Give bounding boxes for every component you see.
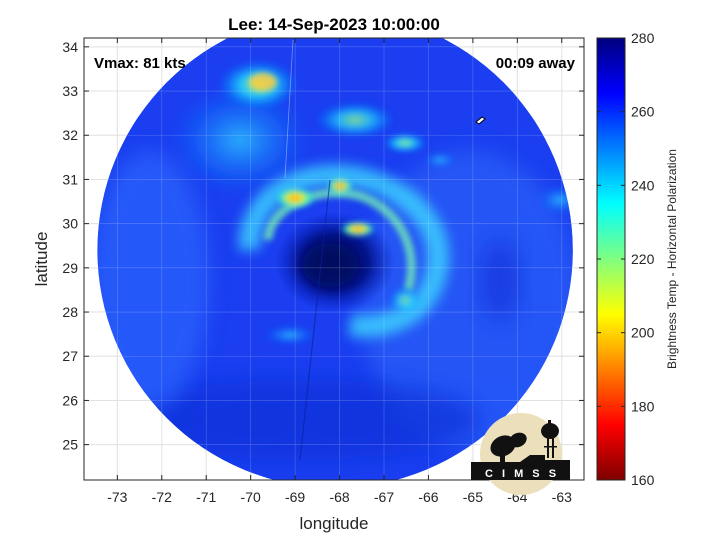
logo-building (471, 455, 570, 480)
south-band-3 (480, 240, 520, 320)
colorbar: 160 180 200 220 240 260 280 Brightness Temp - … (596, 30, 679, 488)
eyewall-core-east (340, 221, 376, 237)
colorbar-ticks: 160 180 200 220 240 260 280 (597, 30, 655, 488)
eyewall-core-ne (326, 177, 354, 195)
x-tick-label: -70 (241, 489, 261, 505)
vmax-annotation: Vmax: 81 kts (94, 55, 186, 72)
eye-center (302, 243, 358, 287)
spiral-band-outer (238, 164, 450, 338)
x-tick-label: -72 (152, 489, 172, 505)
south-band-2 (264, 325, 316, 345)
ne-band-2 (383, 133, 427, 153)
x-tick-label: -68 (329, 489, 349, 505)
spiral-band-inner (263, 188, 416, 292)
y-tick-label: 28 (62, 304, 78, 320)
x-tick-label: -63 (552, 489, 572, 505)
outer-band-east (360, 150, 573, 450)
colorbar-tick-label: 260 (631, 104, 655, 120)
x-tick-label: -66 (418, 489, 438, 505)
grid-overlay (84, 38, 584, 480)
x-tick-labels: -73 -72 -71 -70 -69 -68 -67 -66 -65 -64 -63 (107, 489, 572, 505)
nw-band-core (249, 73, 277, 91)
colorbar-tick-label: 220 (631, 251, 655, 267)
y-tick-label: 31 (62, 171, 78, 187)
colorbar-tick-label: 240 (631, 177, 655, 193)
colorbar-gradient (596, 37, 626, 481)
x-tick-label: -71 (196, 489, 216, 505)
axis-ticks (84, 38, 584, 480)
colorbar-tick-label: 200 (631, 325, 655, 341)
y-tick-label: 33 (62, 83, 78, 99)
y-tick-label: 26 (62, 392, 78, 408)
colorbar-tick-label: 160 (631, 472, 655, 488)
satellite-marker (475, 116, 486, 125)
colorbar-title: Brightness Temp - Horizontal Polarizatio… (665, 149, 679, 369)
y-tick-label: 29 (62, 260, 78, 276)
y-tick-label: 32 (62, 127, 78, 143)
south-band-1 (389, 286, 421, 314)
colorbar-tick-label: 280 (631, 30, 655, 46)
outer-band-south (120, 380, 480, 460)
microwave-swath (97, 38, 573, 480)
nw-cloud-band (170, 85, 310, 195)
axes-frame (83, 37, 585, 481)
y-tick-label: 34 (62, 39, 78, 55)
outer-band-west (97, 150, 210, 410)
logo-text: C I M S S (485, 468, 559, 480)
time-offset-annotation: 00:09 away (496, 55, 576, 72)
y-tick-labels: 25 26 27 28 29 30 31 32 33 34 (62, 39, 78, 453)
y-tick-label: 27 (62, 348, 78, 364)
y-tick-label: 25 (62, 437, 78, 453)
colorbar-tick-label: 180 (631, 398, 655, 414)
x-tick-label: -65 (463, 489, 483, 505)
cimss-logo: C I M S S (471, 413, 570, 495)
satellite-dish-icon (490, 432, 527, 462)
ne-band-1 (315, 102, 395, 138)
x-axis-title: longitude (299, 514, 368, 533)
x-tick-label: -67 (374, 489, 394, 505)
swath-seam-north (284, 39, 294, 179)
x-tick-label: -69 (285, 489, 305, 505)
swath-seam (299, 179, 331, 461)
x-tick-label: -73 (107, 489, 127, 505)
water-tower-icon (541, 420, 559, 458)
chart-title: Lee: 14-Sep-2023 10:00:00 (228, 15, 440, 34)
ne-band-3 (424, 152, 456, 168)
y-axis-title: latitude (32, 232, 51, 287)
eyewall-core-north (275, 187, 315, 209)
y-tick-label: 30 (62, 216, 78, 232)
